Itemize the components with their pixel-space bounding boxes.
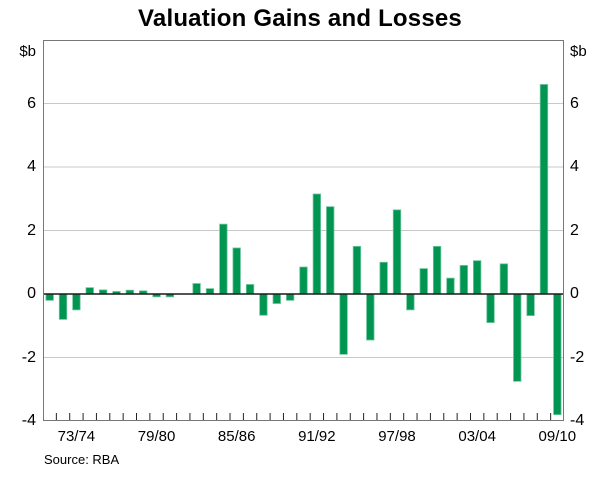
y-axis-label: -2 — [570, 348, 585, 366]
bar — [339, 293, 348, 355]
x-axis-label: 97/98 — [378, 428, 416, 445]
bar — [326, 206, 335, 295]
y-axis-label: 4 — [570, 158, 579, 175]
y-axis-label: -4 — [570, 412, 585, 429]
bar — [299, 266, 308, 295]
y-axis-label: 0 — [570, 285, 579, 302]
bar — [205, 288, 215, 295]
bar — [513, 293, 522, 382]
bar — [192, 283, 201, 295]
y-axis-label: -4 — [21, 412, 36, 429]
bar — [312, 193, 322, 295]
bar — [259, 293, 268, 316]
bar — [352, 245, 362, 295]
bar — [432, 245, 442, 295]
bar — [366, 293, 375, 341]
y-axis-label: 2 — [27, 221, 36, 239]
x-axis-label: 03/04 — [458, 428, 496, 445]
y-axis-unit-left: $b — [19, 43, 36, 60]
plot-frame — [43, 40, 564, 421]
y-axis-label: 4 — [27, 158, 36, 175]
x-axis-label: 09/10 — [538, 428, 577, 445]
source-note: Source: RBA — [44, 452, 120, 467]
bar — [499, 263, 509, 295]
bar — [85, 287, 94, 295]
bar — [392, 209, 402, 295]
bar — [58, 293, 68, 320]
x-axis-label: 91/92 — [298, 428, 336, 445]
y-axis-label: 0 — [27, 285, 36, 302]
bar — [219, 223, 228, 295]
bar — [272, 293, 281, 304]
bar — [45, 293, 54, 301]
y-axis-label: 6 — [27, 94, 36, 112]
bar-chart-plot — [43, 40, 564, 421]
bar — [379, 261, 388, 295]
bar — [406, 293, 415, 311]
bar — [553, 293, 562, 416]
bar — [459, 265, 468, 295]
x-axis-label: 79/80 — [137, 428, 176, 445]
bar — [419, 268, 428, 295]
y-axis-label: 2 — [570, 221, 579, 239]
bar — [72, 293, 81, 311]
bar — [232, 247, 241, 295]
bar — [473, 260, 482, 295]
bar — [526, 293, 535, 316]
y-axis-unit-right: $b — [570, 43, 587, 60]
y-axis-label: 6 — [570, 94, 579, 112]
bar — [285, 293, 295, 301]
bar — [446, 277, 455, 295]
x-axis-label: 73/74 — [57, 428, 96, 445]
x-axis-label: 85/86 — [217, 428, 256, 445]
y-axis-label: -2 — [21, 348, 36, 366]
bar — [486, 293, 495, 323]
bar — [245, 284, 255, 295]
chart-title: Valuation Gains and Losses — [138, 5, 462, 32]
bar — [539, 84, 549, 295]
